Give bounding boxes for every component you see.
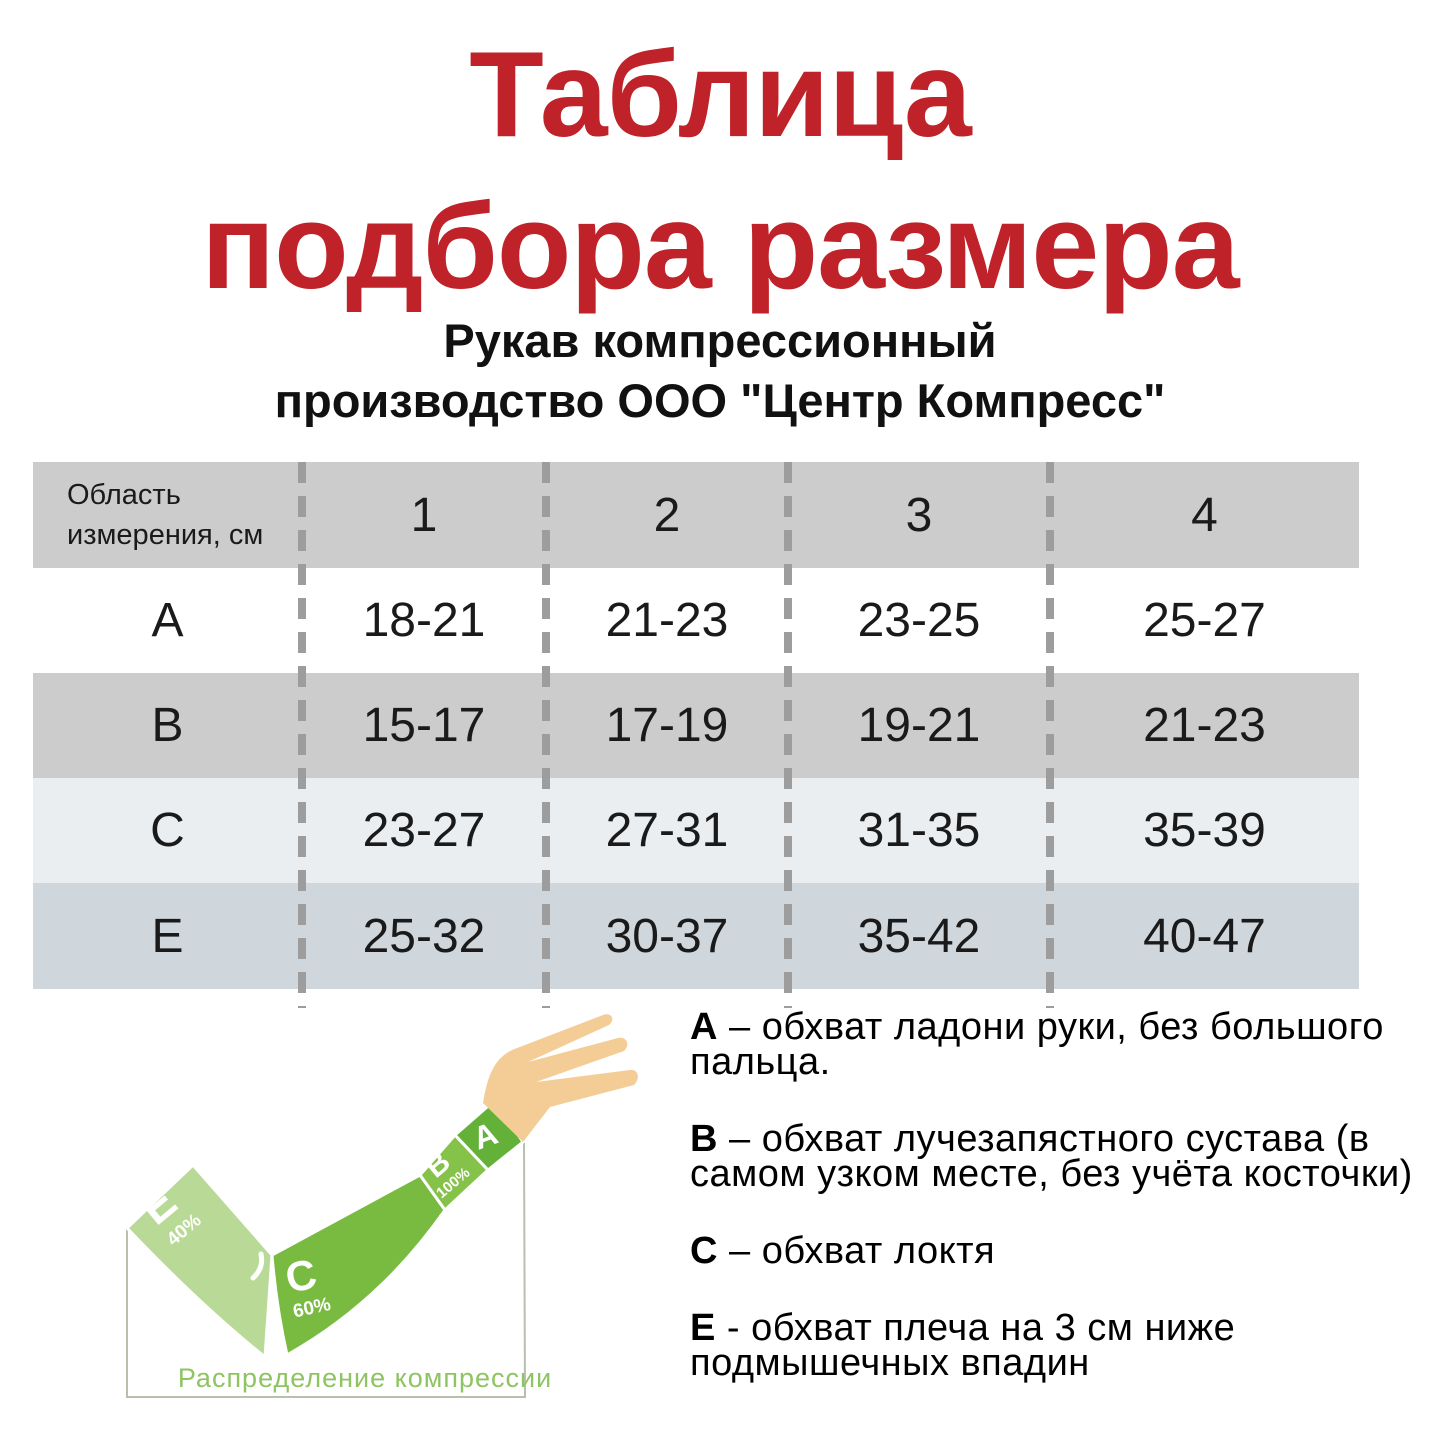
legend-item-e: Е - обхват плеча на 3 см ниже подмышечны… <box>690 1309 1440 1382</box>
table-cell-b1: 15-17 <box>302 673 546 778</box>
legend-text-b: – обхват лучезапястного сустава (в самом… <box>690 1118 1413 1195</box>
manufacturer: производство ООО "Центр Компресс" <box>274 374 1166 427</box>
table-cell-e3: 35-42 <box>788 883 1050 989</box>
column-separator-1 <box>298 462 306 1008</box>
table-cell-a2: 21-23 <box>546 568 788 673</box>
legend-item-c: С – обхват локтя <box>690 1232 1440 1270</box>
legend-letter-c: С <box>690 1230 718 1272</box>
legend-letter-e: Е <box>690 1307 716 1349</box>
product-name: Рукав компрессионный <box>443 314 997 367</box>
legend-letter-a: А <box>690 1006 718 1048</box>
elbow-highlight <box>250 1251 265 1281</box>
table-cell-c3: 31-35 <box>788 778 1050 883</box>
page-title-line2: подбора размера <box>201 178 1239 314</box>
table-cell-e4: 40-47 <box>1050 883 1359 989</box>
table-cell-a4: 25-27 <box>1050 568 1359 673</box>
table-corner-header: Область измерения, см <box>33 462 302 568</box>
size-column-header-2: 2 <box>546 462 788 568</box>
hand-shape <box>483 1014 638 1142</box>
zone-c-shape <box>270 1173 447 1358</box>
size-column-header-3: 3 <box>788 462 1050 568</box>
size-table: Область измерения, см 1 2 3 4 A 18-21 21… <box>33 462 1359 989</box>
column-separator-3 <box>784 462 792 1008</box>
illustration-caption: Распределение компрессии <box>178 1363 552 1393</box>
table-cell-e1: 25-32 <box>302 883 546 989</box>
column-separator-4 <box>1046 462 1054 1008</box>
table-cell-c2: 27-31 <box>546 778 788 883</box>
size-column-header-1: 1 <box>302 462 546 568</box>
table-cell-b4: 21-23 <box>1050 673 1359 778</box>
table-cell-a1: 18-21 <box>302 568 546 673</box>
table-cell-e2: 30-37 <box>546 883 788 989</box>
table-cell-c4: 35-39 <box>1050 778 1359 883</box>
size-column-header-4: 4 <box>1050 462 1359 568</box>
row-label-a: A <box>33 568 302 673</box>
legend-text-e: - обхват плеча на 3 см ниже подмышечных … <box>690 1307 1236 1384</box>
legend-letter-b: В <box>690 1118 718 1160</box>
legend-item-a: А – обхват ладони руки, без большого пал… <box>690 1008 1440 1081</box>
compression-arm-illustration: E 40% C 60% B 100% A Распределение компр… <box>124 1014 638 1398</box>
page-title-line1: Таблица <box>469 26 972 162</box>
zone-e-shape <box>124 1162 274 1360</box>
illustration-frame <box>126 1141 527 1398</box>
table-cell-b3: 19-21 <box>788 673 1050 778</box>
table-cell-b2: 17-19 <box>546 673 788 778</box>
measurement-legend: А – обхват ладони руки, без большого пал… <box>690 1008 1440 1423</box>
row-label-e: E <box>33 883 302 989</box>
table-cell-c1: 23-27 <box>302 778 546 883</box>
row-label-b: B <box>33 673 302 778</box>
page-title: Таблица подбора размера <box>0 18 1440 322</box>
table-cell-a3: 23-25 <box>788 568 1050 673</box>
legend-text-c: – обхват локтя <box>717 1230 996 1272</box>
legend-item-b: В – обхват лучезапястного сустава (в сам… <box>690 1120 1440 1193</box>
column-separator-2 <box>542 462 550 1008</box>
product-subtitle: Рукав компрессионный производство ООО "Ц… <box>0 311 1440 431</box>
row-label-c: C <box>33 778 302 883</box>
legend-text-a: – обхват ладони руки, без большого пальц… <box>690 1006 1384 1083</box>
